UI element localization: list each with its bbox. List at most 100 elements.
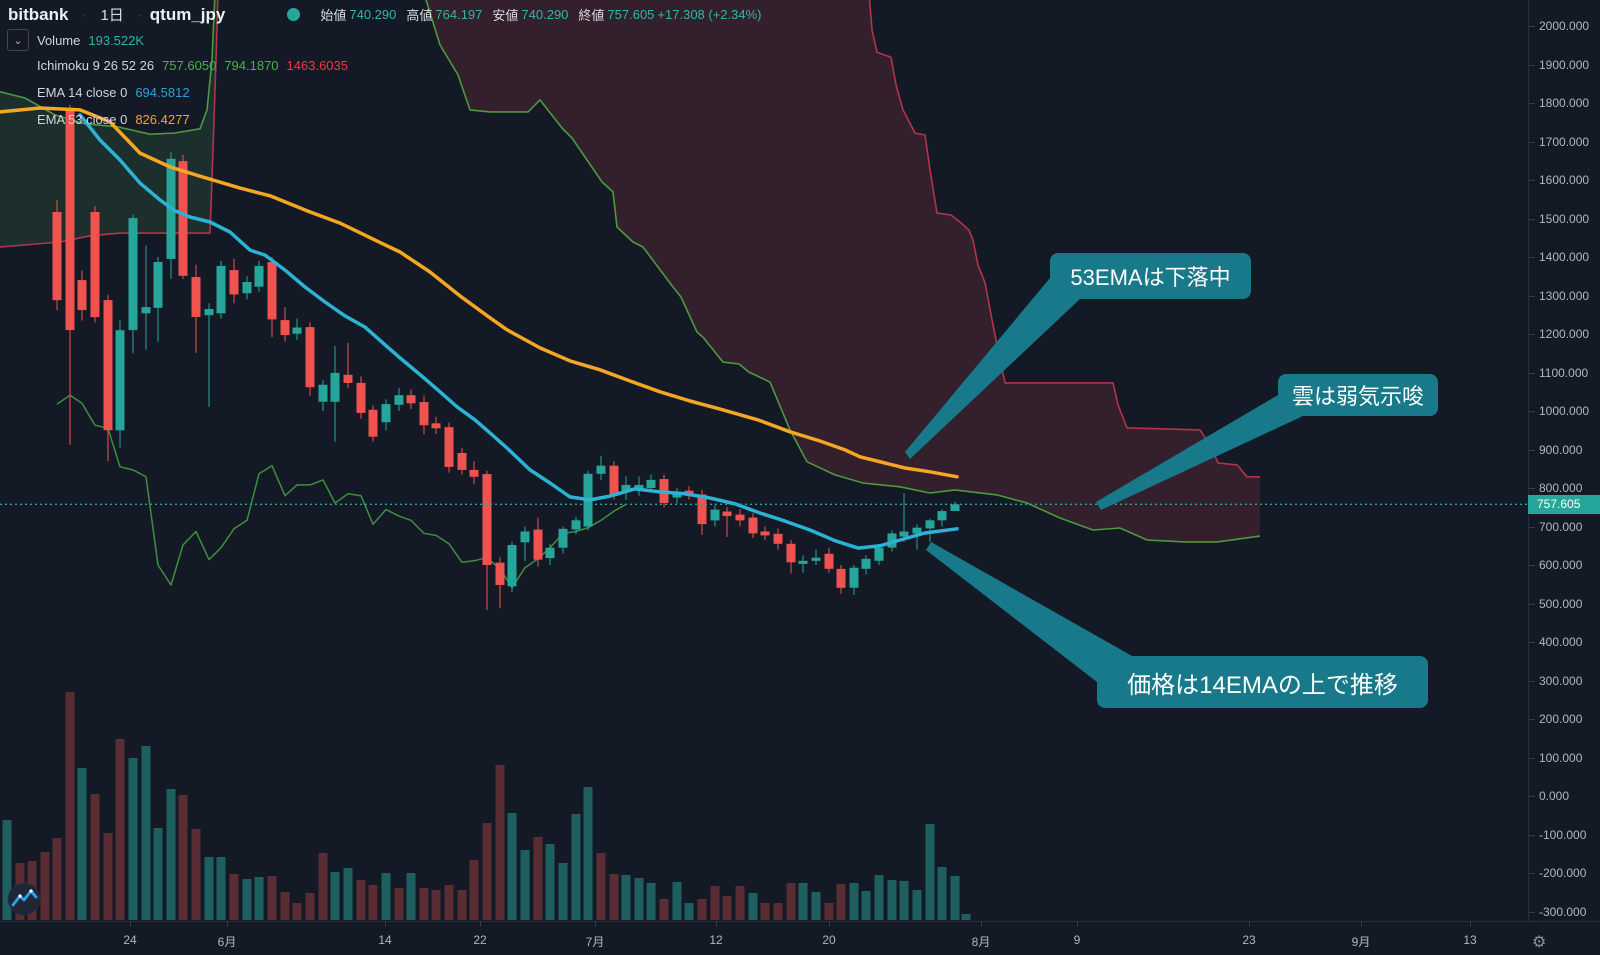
price-tick-label: 100.000 [1539,750,1583,765]
time-tick [716,922,717,927]
price-tick [1529,719,1535,720]
price-tick [1529,257,1535,258]
price-tick-label: 200.000 [1539,712,1583,726]
low-label: 安値 [492,8,519,23]
price-tick-label: 600.000 [1539,558,1583,572]
time-tick-label: 14 [378,933,392,947]
time-tick-label: 22 [473,933,487,947]
time-tick-label: 9 [1073,933,1081,947]
price-tick [1529,757,1535,759]
price-tick [1529,295,1535,297]
price-tick [1529,834,1535,836]
ema14-label[interactable]: EMA 14 close 0 [37,85,128,100]
volume-value: 193.522K [88,32,145,48]
price-tick [1529,680,1535,682]
price-tick-label: 900.000 [1539,442,1583,457]
ichimoku-senkou-a-value: 794.1870 [224,58,279,73]
open-value: 740.290 [349,7,397,22]
interval-selector[interactable]: 1日 [100,7,124,24]
price-tick-label: 800.000 [1539,481,1583,495]
change-value: +17.308 (+2.34%) [657,7,762,22]
price-tick-label: 700.000 [1539,519,1583,534]
annotation-bearish-cloud[interactable]: 雲は弱気示唆 [1278,374,1438,416]
ema53-label[interactable]: EMA 53 close 0 [37,112,128,127]
price-tick [1529,873,1535,874]
price-tick [1529,565,1535,566]
price-tick-label: 1200.000 [1539,327,1590,341]
ema14-legend-row: EMA 14 close 0 694.5812 [37,85,190,100]
price-tick-label: 500.000 [1539,596,1583,611]
ema53-value: 826.4277 [135,112,190,127]
price-tick-label: 1600.000 [1539,173,1590,187]
high-value: 764.197 [435,7,483,22]
high-label: 高値 [406,8,433,23]
time-tick-label: 6月 [217,935,237,949]
price-tick [1529,796,1535,797]
volume-label[interactable]: Volume [37,32,81,48]
ichimoku-label[interactable]: Ichimoku 9 26 52 26 [37,58,155,73]
ichimoku-legend-row: Ichimoku 9 26 52 26 757.6050 794.1870 14… [37,58,348,73]
price-tick-label: -300.000 [1539,904,1587,919]
price-tick-label: -200.000 [1539,866,1587,880]
time-tick-label: 7月 [585,935,605,949]
price-tick [1529,26,1535,27]
symbol-name[interactable]: qtum_jpy [149,4,226,24]
price-tick-label: 1100.000 [1539,365,1589,380]
tradingview-logo[interactable] [6,881,42,917]
annotation-price-above-ema14[interactable]: 価格は14EMAの上で推移 [1097,656,1428,708]
time-tick [385,922,386,927]
time-tick-label: 12 [709,933,723,947]
close-value: 757.605 [607,7,655,22]
current-price-label: 757.605 [1528,494,1600,514]
price-tick-label: -100.000 [1539,827,1587,842]
time-tick [829,922,830,927]
open-label: 始値 [320,8,347,23]
price-tick-label: 1000.000 [1539,404,1590,418]
market-status-icon [287,8,301,21]
time-tick-label: 20 [822,933,836,947]
time-tick [1361,922,1362,927]
price-tick-label: 1900.000 [1539,57,1590,72]
time-tick-label: 24 [123,933,137,947]
price-tick [1529,911,1535,913]
symbol-row: bitbank · 1日 · qtum_jpy 始値 740.290 高値 76… [8,4,762,25]
price-tick-label: 300.000 [1539,673,1583,688]
price-tick-label: 1300.000 [1539,288,1590,303]
separator-dot: · [82,7,87,22]
price-tick [1529,372,1535,374]
ichimoku-chikou-value: 757.6050 [162,58,217,73]
price-tick [1529,103,1535,104]
price-tick [1529,642,1535,643]
time-tick-label: 13 [1463,933,1477,947]
price-tick-label: 1800.000 [1539,96,1590,110]
price-tick [1529,411,1535,412]
time-tick [1077,922,1078,927]
price-tick [1529,218,1535,220]
price-tick [1529,334,1535,335]
price-tick-label: 400.000 [1539,635,1583,649]
price-tick [1529,180,1535,181]
price-tick [1529,526,1535,528]
ichimoku-senkou-b-value: 1463.6035 [286,58,348,73]
ema14-value: 694.5812 [135,85,190,100]
time-tick [981,922,982,927]
time-tick-label: 8月 [971,935,991,949]
exchange-name[interactable]: bitbank [8,4,69,24]
time-axis[interactable]: 24 6月 14 22 7月 12 20 8月 9 23 9月 13 [0,921,1600,955]
price-tick-label: 1700.000 [1539,134,1590,149]
price-axis[interactable]: 2000.000 1900.000 1800.000 1700.000 1600.000… [1528,0,1600,921]
price-tick [1529,488,1535,489]
time-tick [130,922,131,927]
price-tick-label: 0.000 [1539,789,1570,803]
annotation-ema53-falling[interactable]: 53EMAは下落中 [1050,253,1251,299]
ema53-legend-row: EMA 53 close 0 826.4277 [37,112,190,127]
ohlc-readout: 始値 740.290 高値 764.197 安値 740.290 終値 757.… [320,5,761,24]
gear-icon[interactable]: ⚙ [1532,934,1547,951]
chevron-down-icon[interactable]: ⌄ [7,29,29,51]
price-tick [1529,141,1535,143]
time-tick [1470,922,1471,927]
time-tick [480,922,481,927]
time-tick-label: 23 [1242,933,1256,947]
